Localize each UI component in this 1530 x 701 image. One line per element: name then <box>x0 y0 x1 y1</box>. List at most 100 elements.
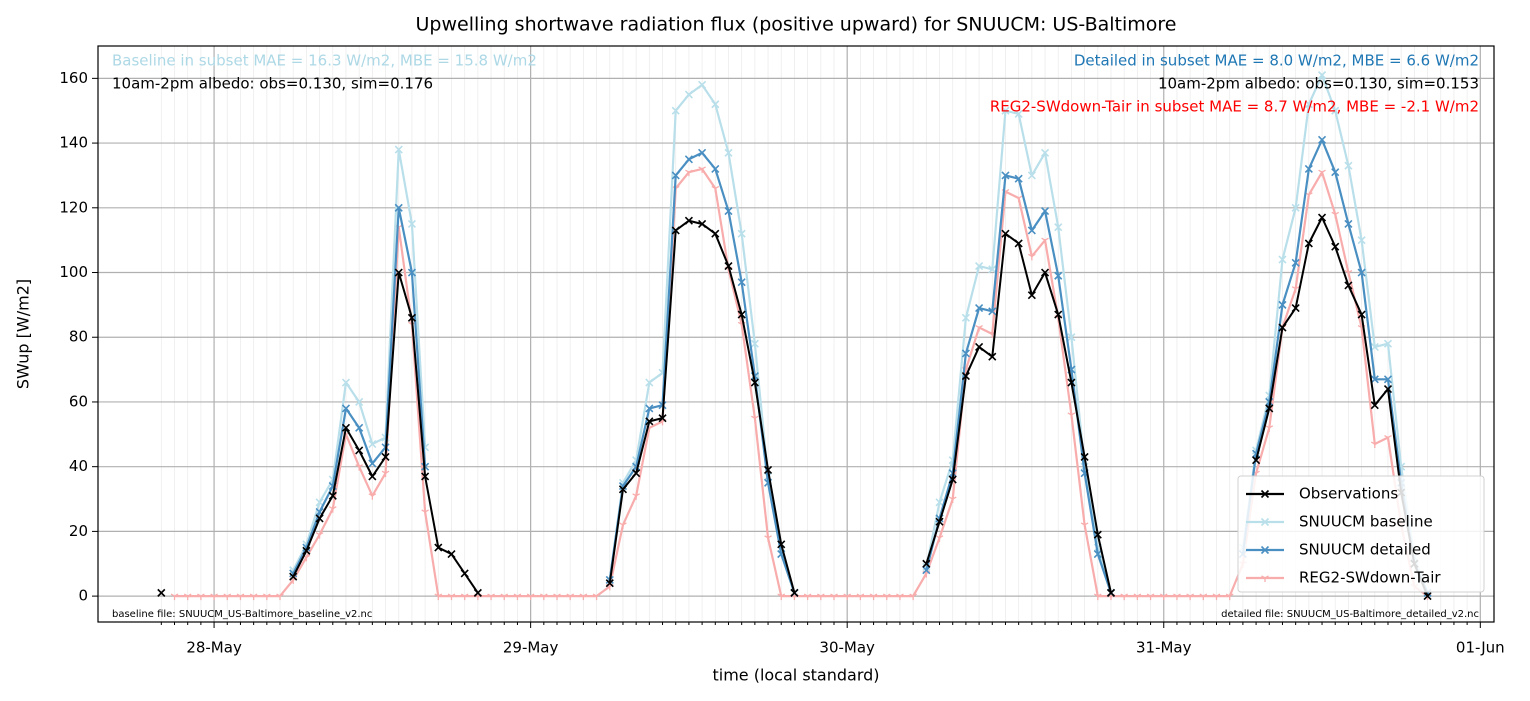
marker <box>1331 211 1340 219</box>
marker <box>988 307 997 316</box>
y-tick-label: 0 <box>78 587 88 605</box>
marker <box>1260 545 1270 555</box>
marker <box>1040 268 1050 277</box>
marker <box>1370 401 1379 410</box>
marker <box>1001 171 1010 180</box>
y-axis-label: SWup [W/m2] <box>14 279 33 389</box>
marker <box>315 514 324 523</box>
marker <box>460 569 469 578</box>
marker <box>1146 593 1155 601</box>
legend-box <box>1237 475 1485 593</box>
marker <box>1344 161 1353 170</box>
marker <box>368 439 377 449</box>
marker <box>355 397 364 407</box>
marker <box>1067 378 1076 387</box>
marker <box>579 593 588 601</box>
marker <box>975 261 984 271</box>
marker <box>1014 239 1023 248</box>
marker <box>1331 242 1340 251</box>
marker <box>671 171 680 180</box>
marker <box>975 342 984 352</box>
marker <box>1080 522 1089 529</box>
marker <box>1370 441 1379 449</box>
marker <box>1304 164 1313 174</box>
marker <box>935 535 944 542</box>
marker <box>645 417 654 426</box>
series <box>157 213 1432 601</box>
series <box>289 135 1432 597</box>
marker <box>289 572 298 581</box>
marker <box>1093 549 1102 559</box>
marker <box>711 229 720 238</box>
marker <box>922 566 931 575</box>
marker <box>1278 323 1287 332</box>
marker <box>790 588 799 597</box>
marker <box>381 452 390 462</box>
marker <box>1093 593 1102 601</box>
marker <box>711 100 720 109</box>
legend-label: SNUUCM baseline <box>1299 513 1433 531</box>
marker <box>302 546 311 555</box>
legend-label: SNUUCM detailed <box>1299 541 1431 559</box>
marker <box>394 203 403 212</box>
x-axis-label: time (local standard) <box>712 666 879 685</box>
marker <box>407 313 416 322</box>
marker <box>619 522 627 529</box>
x-tick-label: 31-May <box>1136 639 1192 657</box>
marker <box>856 593 865 601</box>
marker <box>698 219 707 229</box>
y-tick-label: 160 <box>59 69 88 87</box>
marker <box>368 472 377 481</box>
marker <box>1357 268 1366 277</box>
marker <box>1027 291 1036 300</box>
marker <box>421 472 430 481</box>
marker <box>724 261 733 271</box>
marker <box>975 324 983 332</box>
marker <box>500 593 509 601</box>
marker <box>1028 253 1036 261</box>
marker <box>724 148 733 157</box>
marker <box>566 593 575 601</box>
marker <box>1304 100 1313 109</box>
marker <box>434 543 443 552</box>
marker <box>605 579 614 588</box>
marker <box>1291 286 1300 293</box>
marker <box>764 535 772 542</box>
marker <box>368 493 377 500</box>
marker <box>328 491 337 500</box>
marker <box>1344 281 1353 290</box>
marker <box>1120 593 1129 601</box>
annotation: Baseline in subset MAE = 16.3 W/m2, MBE … <box>112 52 537 70</box>
marker <box>882 593 891 601</box>
marker <box>1291 258 1300 267</box>
annotation: 10am-2pm albedo: obs=0.130, sim=0.176 <box>112 75 433 93</box>
series <box>170 166 1432 601</box>
marker <box>803 593 812 601</box>
marker <box>460 593 469 601</box>
legend-label: REG2-SWdown-Tair <box>1299 569 1441 587</box>
x-tick-label: 30-May <box>819 639 875 657</box>
marker <box>1173 593 1181 601</box>
y-tick-label: 60 <box>69 392 88 410</box>
marker <box>1027 171 1036 180</box>
marker <box>368 459 377 468</box>
marker <box>1014 174 1023 183</box>
marker <box>684 90 693 99</box>
marker <box>553 593 561 601</box>
marker <box>645 404 654 413</box>
marker <box>381 470 390 478</box>
marker <box>684 155 693 164</box>
marker <box>869 593 878 601</box>
marker <box>539 593 548 601</box>
marker <box>276 593 284 601</box>
marker <box>1261 575 1269 582</box>
marker <box>1067 412 1076 419</box>
marker <box>1357 236 1366 245</box>
marker <box>1212 593 1221 601</box>
marker <box>1265 425 1274 432</box>
marker <box>1317 135 1327 144</box>
y-tick-label: 100 <box>59 263 88 281</box>
annotation: baseline file: SNUUCM_US-Baltimore_basel… <box>112 609 372 620</box>
marker <box>763 465 773 474</box>
marker <box>1040 206 1050 216</box>
